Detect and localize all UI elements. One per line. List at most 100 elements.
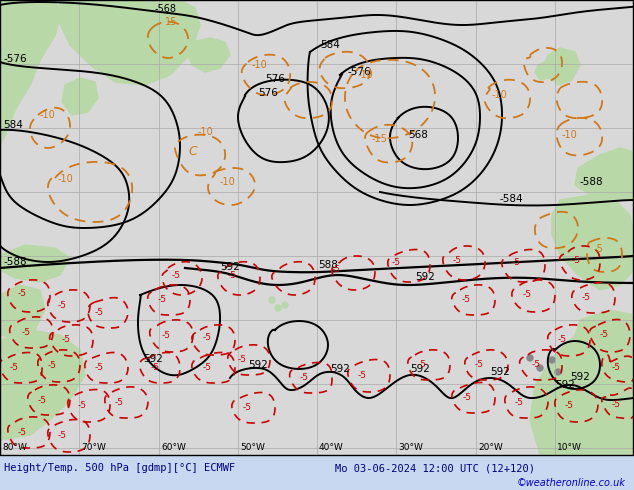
Text: -5: -5 — [475, 360, 484, 369]
Circle shape — [282, 302, 288, 308]
Bar — [0, 455, 634, 490]
Text: 20°W: 20°W — [478, 443, 503, 452]
Text: -5: -5 — [151, 363, 160, 372]
Polygon shape — [0, 0, 60, 145]
Text: 576: 576 — [258, 88, 278, 98]
Text: C: C — [188, 145, 197, 158]
Text: 592: 592 — [415, 272, 435, 282]
Polygon shape — [0, 0, 60, 145]
Polygon shape — [0, 245, 70, 282]
Text: -5: -5 — [572, 256, 581, 265]
Text: -5: -5 — [558, 335, 567, 344]
Text: 10°W: 10°W — [557, 443, 582, 452]
Text: 576: 576 — [265, 74, 285, 84]
Text: -5: -5 — [62, 335, 71, 344]
Polygon shape — [535, 60, 555, 80]
Text: -5: -5 — [523, 290, 532, 299]
Text: 592: 592 — [143, 354, 163, 364]
Text: -588: -588 — [3, 257, 27, 267]
Text: 592: 592 — [570, 372, 590, 382]
Text: -576: -576 — [3, 54, 27, 64]
Polygon shape — [187, 38, 230, 72]
Circle shape — [275, 305, 281, 311]
Text: 592: 592 — [490, 367, 510, 377]
Polygon shape — [58, 0, 200, 85]
Text: -5: -5 — [582, 293, 591, 302]
Text: -5: -5 — [462, 295, 471, 304]
Text: 592: 592 — [410, 364, 430, 374]
Text: 15: 15 — [165, 17, 178, 27]
Text: -10: -10 — [40, 110, 56, 120]
Text: -5: -5 — [18, 428, 27, 437]
Circle shape — [269, 297, 275, 303]
Text: -5: -5 — [515, 398, 524, 407]
Polygon shape — [530, 310, 634, 455]
Polygon shape — [0, 285, 45, 338]
Text: -5: -5 — [238, 355, 247, 364]
Text: -5: -5 — [453, 256, 462, 265]
Text: -5: -5 — [172, 271, 181, 280]
Text: -5: -5 — [58, 301, 67, 310]
Circle shape — [555, 369, 561, 375]
Polygon shape — [62, 78, 98, 115]
Text: -5: -5 — [392, 258, 401, 267]
Text: -576: -576 — [348, 67, 372, 77]
Text: -5: -5 — [95, 363, 104, 372]
Text: 592: 592 — [220, 262, 240, 272]
Polygon shape — [0, 330, 85, 440]
Text: -10: -10 — [562, 130, 578, 140]
Text: 592: 592 — [555, 380, 575, 390]
Text: -10: -10 — [492, 90, 508, 100]
Text: 50°W: 50°W — [240, 443, 265, 452]
Text: 40°W: 40°W — [319, 443, 344, 452]
Text: -5: -5 — [78, 401, 87, 410]
Text: -5: -5 — [22, 328, 31, 337]
Text: 592: 592 — [330, 364, 350, 374]
Text: -5: -5 — [612, 400, 621, 409]
Polygon shape — [552, 195, 634, 290]
Text: 592: 592 — [248, 360, 268, 370]
Text: -5: -5 — [418, 360, 427, 369]
Text: 568: 568 — [408, 130, 428, 140]
Text: -5: -5 — [115, 398, 124, 407]
Text: 584: 584 — [3, 120, 23, 130]
Text: -15: -15 — [372, 134, 388, 144]
Text: -5: -5 — [203, 333, 212, 342]
Text: -5: -5 — [38, 396, 47, 405]
Text: -5: -5 — [228, 271, 237, 280]
Text: 60°W: 60°W — [161, 443, 186, 452]
Text: 80°W: 80°W — [2, 443, 27, 452]
Text: -5: -5 — [48, 361, 57, 370]
Text: -5: -5 — [512, 258, 521, 267]
Polygon shape — [545, 48, 580, 85]
Text: -10: -10 — [198, 127, 214, 137]
Text: -5: -5 — [594, 244, 604, 254]
Text: -568: -568 — [155, 4, 177, 14]
Text: -5: -5 — [95, 308, 104, 317]
Text: -5: -5 — [203, 363, 212, 372]
Text: -5: -5 — [463, 393, 472, 402]
Text: Mo 03-06-2024 12:00 UTC (12+120): Mo 03-06-2024 12:00 UTC (12+120) — [335, 463, 535, 473]
Text: Height/Temp. 500 hPa [gdmp][°C] ECMWF: Height/Temp. 500 hPa [gdmp][°C] ECMWF — [4, 463, 235, 473]
Text: -5: -5 — [612, 363, 621, 372]
Text: 30°W: 30°W — [398, 443, 423, 452]
Text: 584: 584 — [320, 40, 340, 50]
Text: ©weatheronline.co.uk: ©weatheronline.co.uk — [517, 478, 626, 488]
Text: -5: -5 — [10, 363, 19, 372]
Text: -10: -10 — [252, 60, 268, 70]
Text: 588: 588 — [318, 260, 338, 270]
Circle shape — [537, 365, 543, 371]
Text: -584: -584 — [500, 194, 524, 204]
Text: -5: -5 — [600, 330, 609, 339]
Text: -5: -5 — [158, 295, 167, 304]
Text: -5: -5 — [162, 331, 171, 340]
Text: 70°W: 70°W — [81, 443, 106, 452]
Text: -10: -10 — [358, 70, 374, 80]
Text: -5: -5 — [18, 289, 27, 298]
Circle shape — [549, 357, 555, 363]
Polygon shape — [575, 148, 634, 200]
Text: -5: -5 — [532, 360, 541, 369]
Text: -5: -5 — [358, 371, 367, 380]
Text: -10: -10 — [220, 177, 236, 187]
Text: -10: -10 — [58, 174, 74, 184]
